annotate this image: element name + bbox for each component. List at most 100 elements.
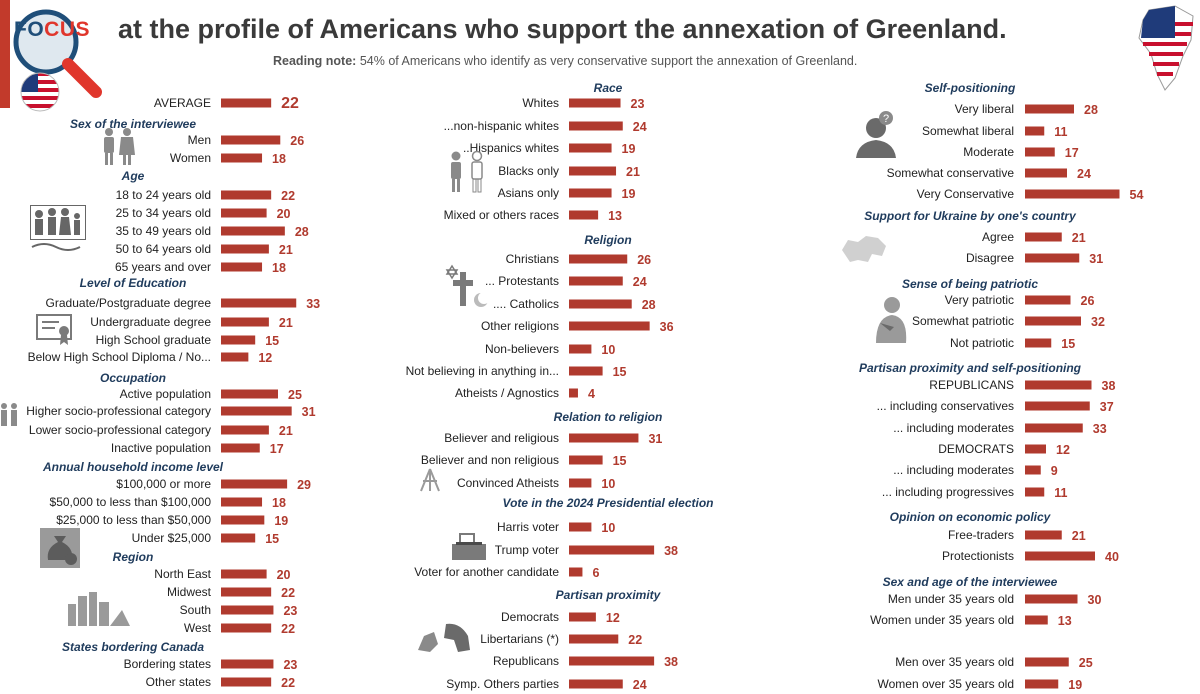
category-label: Higher socio-professional category [26,404,211,418]
section-title: Relation to religion [554,410,663,424]
category-label: Blacks only [498,164,559,178]
value-label: 9 [1051,464,1058,478]
category-label: Believer and religious [444,431,559,445]
value-label: 21 [279,424,293,438]
value-label: 22 [281,622,295,636]
category-label: Lower socio-professional category [29,423,211,437]
value-label: 23 [283,604,297,618]
category-label: ... including progressives [882,485,1014,499]
bar [221,98,272,108]
category-label: Inactive population [111,441,211,455]
category-label: Non-believers [485,342,559,356]
bar [1025,594,1078,604]
bar [221,677,272,687]
page-title: at the profile of Americans who support … [118,14,1007,44]
bar [569,656,655,666]
section-title: Occupation [100,371,166,385]
category-label: $50,000 to less than $100,000 [50,495,212,509]
category-label: Whites [522,96,559,110]
value-label: 36 [660,320,674,334]
category-label: Convinced Atheists [457,476,559,490]
bar [221,244,269,254]
category-label: Mixed or others races [444,208,559,222]
value-label: 21 [279,243,293,257]
category-label: High School graduate [96,333,212,347]
city-icon [68,592,130,626]
category-label: Men [188,133,211,147]
bar [221,533,256,543]
bar [221,190,272,200]
bar [569,455,603,465]
diploma-icon [36,314,72,345]
value-label: 11 [1054,125,1067,139]
value-label: 17 [1065,146,1079,160]
section-title: Partisan proximity and self-positioning [859,361,1082,375]
value-label: 40 [1105,550,1119,564]
category-label: South [180,603,211,617]
bar [1025,444,1046,454]
bar [569,344,592,354]
value-label: 31 [1089,252,1103,266]
category-label: Not believing in anything in... [406,364,559,378]
bar [221,605,274,615]
bar [221,335,256,345]
value-label: 33 [1093,422,1107,436]
value-label: 24 [633,120,647,134]
focus-magnifier-icon [13,9,102,98]
category-label: ... including moderates [893,421,1014,435]
category-label: Other religions [481,319,559,333]
category-label: ...non-hispanic whites [444,119,559,133]
bar [1025,465,1041,475]
category-label: West [184,621,212,635]
category-label: AVERAGE [154,96,211,110]
category-label: DEMOCRATS [938,442,1014,456]
category-label: Very patriotic [945,293,1014,307]
bar [569,276,623,286]
category-label: Atheists / Agnostics [455,386,559,400]
bar [1025,338,1052,348]
value-label: 15 [613,454,627,468]
value-label: 26 [290,134,304,148]
bar [1025,253,1080,263]
value-label: 21 [626,165,640,179]
value-label: 31 [302,405,316,419]
category-label: Under $25,000 [132,531,212,545]
value-label: 26 [1081,294,1095,308]
value-label: 33 [306,297,320,311]
bar [569,388,578,398]
bar [1025,487,1045,497]
bar [569,522,592,532]
bar [1025,104,1074,114]
value-label: 30 [1088,593,1102,607]
category-label: $25,000 to less than $50,000 [56,513,211,527]
bar [569,166,617,176]
category-label: Harris voter [497,520,559,534]
category-label: .... Catholics [493,297,559,311]
value-label: 11 [1054,486,1067,500]
category-label: Trump voter [495,543,559,557]
value-label: 24 [1077,167,1091,181]
bar [569,634,619,644]
bar [1025,295,1071,305]
value-label: 28 [1084,103,1098,117]
category-label: Moderate [963,145,1014,159]
bar [221,479,288,489]
value-label: 24 [633,678,647,692]
bar [221,262,263,272]
bar [569,478,592,488]
section-title: Opinion on economic policy [890,510,1052,524]
category-label: Women over 35 years old [877,677,1014,691]
category-label: Midwest [167,585,212,599]
bar [1025,423,1083,433]
category-label: Voter for another candidate [414,565,559,579]
value-label: 4 [588,387,595,401]
category-label: 50 to 64 years old [116,242,211,256]
value-label: 18 [272,496,286,510]
category-label: Other states [146,675,211,689]
bar [1025,679,1059,689]
family-icon [30,205,86,251]
value-label: 10 [601,343,615,357]
value-label: 26 [637,253,651,267]
value-label: 19 [622,187,636,201]
value-label: 15 [265,334,279,348]
